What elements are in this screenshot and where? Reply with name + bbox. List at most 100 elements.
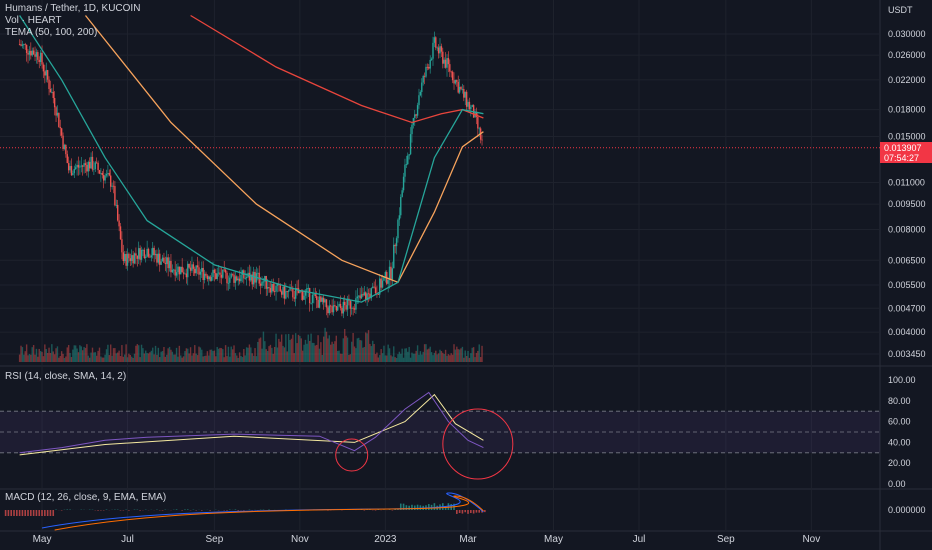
tema-lines	[19, 14, 484, 303]
candle-body	[63, 144, 66, 149]
candle-body	[355, 298, 357, 310]
candle-body	[153, 247, 155, 256]
macd-histogram-bar	[484, 510, 486, 513]
volume-bar	[430, 352, 433, 362]
volume-bar	[45, 349, 47, 362]
time-tick-label: Jul	[633, 534, 646, 545]
volume-bar	[456, 346, 458, 362]
volume-bar	[325, 331, 328, 362]
candle-body	[416, 105, 419, 116]
candle-body	[161, 257, 164, 262]
candle-body	[475, 111, 478, 117]
candle-body	[212, 269, 214, 278]
candle-body	[125, 253, 127, 266]
candle-body	[265, 275, 267, 289]
macd-histogram-bar	[433, 503, 436, 510]
volume-bar	[390, 355, 392, 362]
candle-body	[188, 263, 190, 268]
candle-body	[217, 272, 220, 274]
volume-bar	[198, 346, 200, 362]
volume-bar	[332, 343, 335, 362]
candle-body	[55, 107, 57, 116]
annotation-circle	[335, 438, 369, 472]
volume-bar	[330, 344, 332, 362]
candle-body	[81, 165, 84, 167]
volume-bar	[212, 350, 214, 362]
candle-body	[86, 165, 88, 172]
volume-bar	[313, 342, 315, 362]
candle-body	[198, 267, 200, 275]
macd-histogram-bar	[456, 510, 458, 514]
candle-body	[257, 272, 259, 274]
volume-bar	[161, 351, 164, 362]
candle-body	[24, 44, 26, 46]
candle-body	[238, 278, 241, 282]
volume-bar	[56, 346, 59, 362]
candle-body	[202, 267, 204, 280]
volume-bar	[308, 340, 311, 362]
volume-bar	[293, 353, 295, 362]
macd-histogram-bar	[444, 505, 447, 510]
candle-body	[449, 64, 451, 72]
volume-bar	[149, 352, 151, 362]
volume-line: Vol · HEART	[5, 15, 62, 26]
candle-body	[369, 293, 371, 299]
legend-macd: MACD (12, 26, close, 9, EMA, EMA)	[5, 492, 167, 503]
candle-body	[91, 156, 94, 170]
volume-bar	[475, 352, 478, 362]
candle-body	[402, 176, 405, 191]
candle-body	[168, 260, 171, 269]
volume-bar	[122, 356, 125, 362]
volume-bar	[460, 348, 462, 362]
candle-body	[390, 266, 392, 280]
candle-body	[324, 299, 326, 303]
candle-body	[419, 91, 422, 96]
macd-histogram-bar	[234, 509, 237, 510]
volume-bar	[444, 349, 447, 362]
candle-body	[25, 44, 28, 53]
macd-histogram-bar	[402, 503, 405, 510]
volume-bar	[202, 356, 204, 362]
candle-body	[428, 66, 430, 69]
macd-histogram-bar	[27, 510, 29, 516]
legend-rsi: RSI (14, close, SMA, 14, 2)	[5, 371, 127, 382]
candle-body	[100, 173, 102, 174]
volume-bar	[432, 355, 434, 362]
volume-bar	[18, 354, 21, 362]
candle-body	[363, 292, 366, 296]
volume-bar	[437, 353, 440, 362]
candle-body	[39, 52, 42, 63]
volume-bar	[241, 357, 244, 362]
volume-bar	[472, 347, 475, 362]
volume-bar	[192, 353, 195, 362]
candle-body	[46, 70, 49, 80]
price-tick-label: 0.022000	[888, 75, 926, 85]
volume-bar	[320, 342, 322, 362]
volume-bar	[159, 357, 161, 362]
candle-body	[339, 303, 342, 308]
candle-body	[154, 253, 157, 256]
volume-bar	[304, 339, 307, 362]
volume-bar	[481, 345, 483, 362]
volume-bar	[321, 354, 323, 362]
macd-histogram-bar	[49, 510, 52, 516]
volume-bar	[163, 346, 165, 362]
volume-bar	[397, 354, 399, 362]
candle-body	[180, 266, 182, 275]
candle-body	[443, 59, 445, 64]
time-tick-label: Nov	[291, 534, 309, 545]
macd-histogram-bar	[470, 510, 472, 514]
volume-bar	[233, 345, 235, 362]
volume-bar	[416, 345, 419, 362]
volume-bar	[240, 355, 242, 362]
candle-body	[467, 101, 469, 107]
volume-bar	[264, 341, 266, 362]
candle-body	[436, 47, 438, 49]
volume-bar	[278, 338, 280, 362]
candle-body	[304, 290, 307, 296]
volume-bar	[245, 347, 248, 362]
candle-body	[115, 204, 118, 206]
rsi-tick-label: 20.00	[888, 458, 911, 468]
